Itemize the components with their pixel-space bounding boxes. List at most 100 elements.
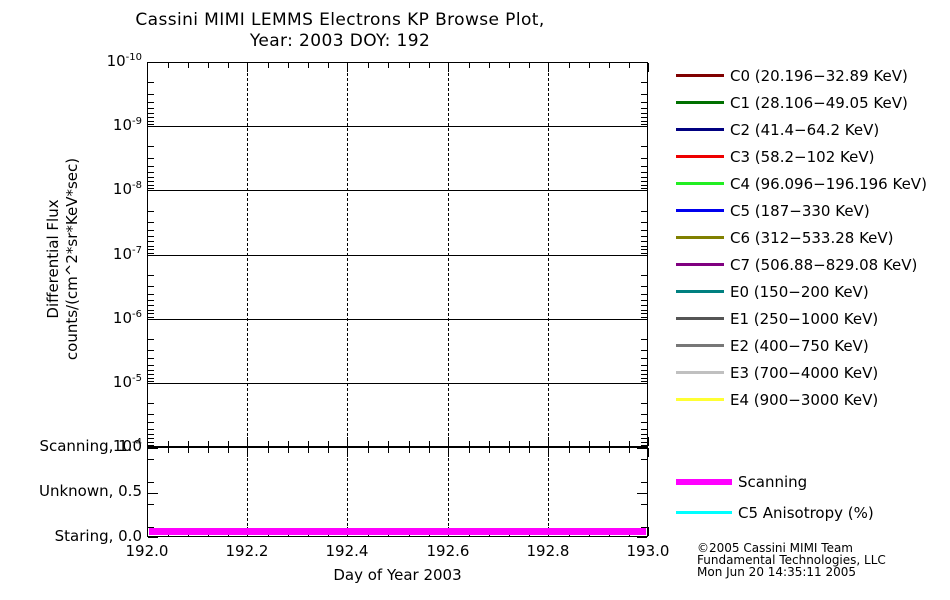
legend-color-swatch — [676, 511, 732, 514]
y-minor-tick — [148, 166, 154, 167]
legend-color-swatch — [676, 290, 724, 293]
state-tick-label: Staring, 0.0 — [54, 527, 142, 545]
x-minor-tick — [308, 63, 309, 68]
x-minor-tick — [188, 63, 189, 68]
y-minor-tick — [641, 317, 647, 318]
x-major-tick — [147, 437, 148, 446]
y-minor-tick — [641, 124, 647, 125]
x-tick-label: 192.6 — [426, 542, 470, 560]
y-minor-tick — [148, 188, 154, 189]
y-minor-tick — [641, 445, 647, 446]
x-minor-tick — [509, 63, 510, 68]
legend-item[interactable]: E4 (900−3000 KeV) — [676, 386, 950, 413]
y-minor-tick — [148, 429, 154, 430]
x-minor-tick — [589, 448, 590, 453]
y-gridline — [148, 319, 647, 320]
y-minor-tick — [148, 124, 154, 125]
x-gridline — [548, 63, 549, 446]
x-minor-tick — [188, 441, 189, 446]
y-gridline — [148, 190, 647, 191]
state-legend-item[interactable]: Scanning — [676, 466, 950, 497]
legend-item[interactable]: C2 (41.4−64.2 KeV) — [676, 116, 950, 143]
x-major-tick — [247, 437, 248, 446]
y-minor-tick — [148, 230, 154, 231]
legend-item[interactable]: C4 (96.096−196.196 KeV) — [676, 170, 950, 197]
y-minor-tick — [148, 422, 154, 423]
legend-item[interactable]: C5 (187−330 KeV) — [676, 197, 950, 224]
y-minor-tick — [148, 236, 154, 237]
state-legend-item[interactable]: C5 Anisotropy (%) — [676, 497, 950, 528]
state-minor-tick — [148, 482, 154, 483]
y-minor-tick — [148, 317, 154, 318]
title-line-1: Cassini MIMI LEMMS Electrons KP Browse P… — [135, 10, 545, 30]
legend-item[interactable]: C1 (28.106−49.05 KeV) — [676, 89, 950, 116]
y-gridline — [148, 383, 647, 384]
legend-item[interactable]: C0 (20.196−32.89 KeV) — [676, 62, 950, 89]
y-minor-tick — [148, 365, 154, 366]
x-major-tick — [448, 448, 449, 457]
y-minor-tick — [641, 358, 647, 359]
y-minor-tick — [148, 438, 154, 439]
page-title: Cassini MIMI LEMMS Electrons KP Browse P… — [0, 10, 680, 52]
legend-item[interactable]: E1 (250−1000 KeV) — [676, 305, 950, 332]
y-minor-tick — [641, 429, 647, 430]
x-minor-tick — [268, 448, 269, 453]
y-minor-tick — [148, 222, 154, 223]
x-minor-tick — [489, 448, 490, 453]
y-tick-label: 10-4 — [112, 437, 142, 455]
x-axis-title: Day of Year 2003 — [333, 566, 462, 584]
x-major-tick — [147, 527, 148, 536]
x-minor-tick — [509, 448, 510, 453]
x-minor-tick — [208, 63, 209, 68]
x-minor-tick — [188, 448, 189, 453]
x-minor-tick — [308, 448, 309, 453]
y-minor-tick — [641, 146, 647, 147]
x-minor-tick — [228, 441, 229, 446]
y-minor-tick — [641, 403, 647, 404]
y-minor-tick — [641, 286, 647, 287]
series-legend: C0 (20.196−32.89 KeV) C1 (28.106−49.05 Ke… — [676, 62, 950, 413]
x-minor-tick — [529, 448, 530, 453]
scan-state-panel — [147, 447, 649, 538]
y-minor-tick — [148, 181, 154, 182]
x-minor-tick — [569, 448, 570, 453]
legend-item[interactable]: C6 (312−533.28 KeV) — [676, 224, 950, 251]
x-minor-tick — [268, 63, 269, 68]
x-minor-tick — [268, 441, 269, 446]
y-minor-tick — [148, 381, 154, 382]
title-line-2: Year: 2003 DOY: 192 — [249, 31, 431, 51]
x-minor-tick — [529, 441, 530, 446]
x-minor-tick — [328, 63, 329, 68]
x-major-tick — [648, 63, 649, 72]
state-major-tick — [148, 448, 158, 449]
y-minor-tick — [641, 94, 647, 95]
y-minor-tick — [148, 113, 154, 114]
state-minor-tick — [641, 459, 647, 460]
y-minor-tick — [148, 172, 154, 173]
x-minor-tick — [368, 441, 369, 446]
legend-item[interactable]: C7 (506.88−829.08 KeV) — [676, 251, 950, 278]
legend-item[interactable]: E0 (150−200 KeV) — [676, 278, 950, 305]
x-minor-tick — [429, 63, 430, 68]
x-minor-tick — [409, 63, 410, 68]
x-gridline — [548, 448, 549, 536]
x-minor-tick — [469, 63, 470, 68]
legend-item[interactable]: E2 (400−750 KeV) — [676, 332, 950, 359]
y-minor-tick — [148, 253, 154, 254]
x-minor-tick — [368, 448, 369, 453]
y-major-tick — [637, 255, 647, 256]
x-minor-tick — [409, 441, 410, 446]
state-minor-tick — [148, 459, 154, 460]
x-major-tick — [147, 448, 148, 457]
legend-item[interactable]: E3 (700−4000 KeV) — [676, 359, 950, 386]
x-minor-tick — [328, 448, 329, 453]
y-major-tick — [637, 190, 647, 191]
x-gridline — [247, 448, 248, 536]
x-minor-tick — [228, 448, 229, 453]
state-tick-label: Unknown, 0.5 — [38, 482, 142, 500]
y-major-tick — [148, 319, 158, 320]
state-minor-tick — [641, 527, 647, 528]
x-minor-tick — [429, 448, 430, 453]
legend-item[interactable]: C3 (58.2−102 KeV) — [676, 143, 950, 170]
legend-color-swatch — [676, 236, 724, 239]
